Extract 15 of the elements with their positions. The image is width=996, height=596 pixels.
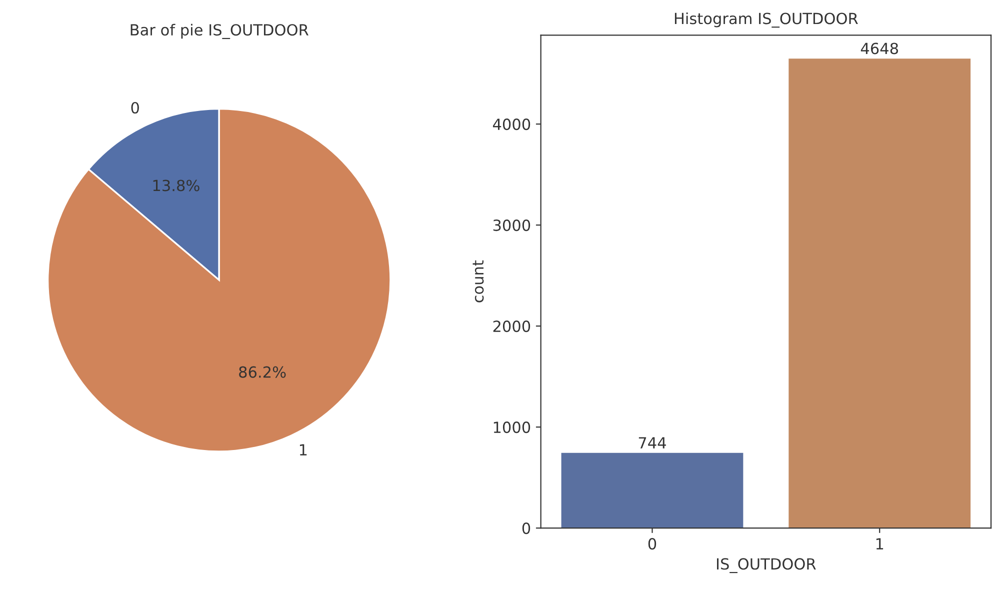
y-tick-label: 2000 bbox=[493, 320, 530, 332]
x-axis-title: IS_OUTDOOR bbox=[717, 558, 816, 574]
y-tick-label: 0 bbox=[522, 522, 530, 534]
data-label: 13.8% bbox=[153, 180, 200, 192]
slice-label: 0 bbox=[131, 102, 139, 114]
y-axis-title: count bbox=[472, 260, 484, 302]
y-tick-label: 1000 bbox=[494, 422, 530, 434]
chart-title: Histogram IS_OUTDOOR bbox=[674, 12, 858, 28]
y-tick-label: 4000 bbox=[492, 118, 530, 130]
chart-title: Bar of pie IS_OUTDOOR bbox=[130, 24, 308, 40]
slice-label: 1 bbox=[300, 444, 307, 456]
data-label: 4648 bbox=[860, 42, 898, 54]
data-label: 744 bbox=[638, 437, 666, 448]
data-label: 86.2% bbox=[239, 366, 286, 378]
y-tick-label: 3000 bbox=[493, 220, 530, 232]
